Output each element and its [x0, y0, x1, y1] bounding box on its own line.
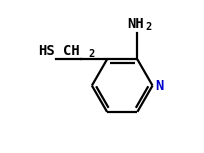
Text: 2: 2: [145, 22, 151, 32]
Text: N: N: [154, 79, 163, 93]
Text: NH: NH: [127, 17, 144, 31]
Text: HS: HS: [38, 44, 54, 58]
Text: 2: 2: [88, 49, 94, 59]
Text: CH: CH: [63, 44, 79, 58]
